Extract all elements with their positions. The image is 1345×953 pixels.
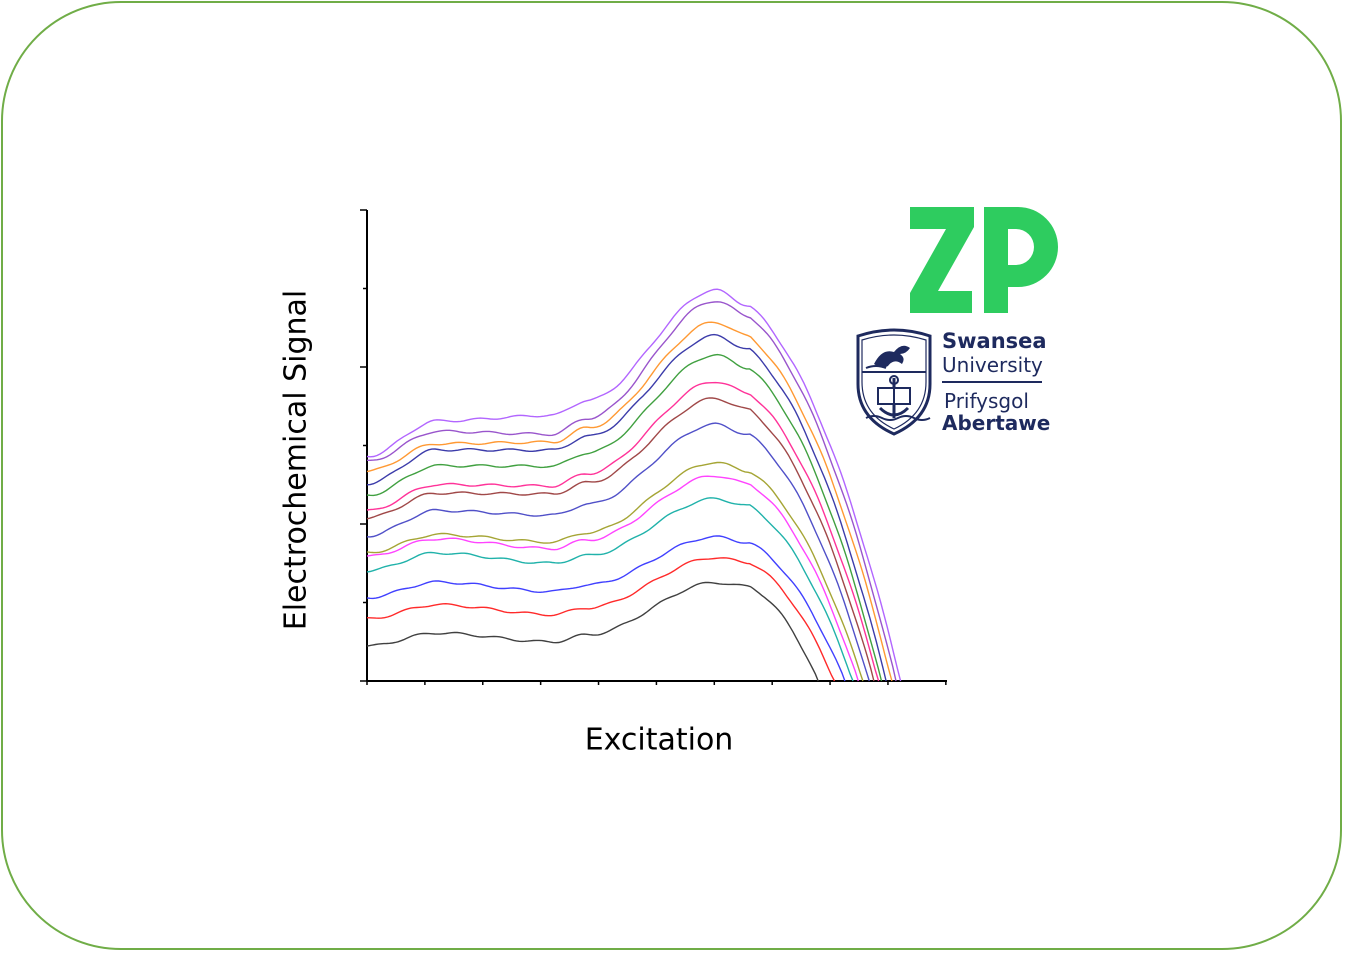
shield-icon [856, 328, 932, 436]
series-line-11 [366, 333, 887, 682]
swansea-name-en-2: University [942, 353, 1043, 377]
zp-logo: ZP [910, 207, 1058, 313]
series-line-13 [367, 301, 897, 682]
swansea-university-logo: Swansea University Prifysgol Abertawe [856, 328, 1050, 436]
x-axis-label: Excitation [584, 722, 734, 758]
zp-logo-mark [910, 207, 1058, 313]
series-line-12 [366, 321, 893, 682]
series-line-1 [366, 581, 819, 682]
series-line-2 [366, 557, 836, 682]
swansea-name-cy-1: Prifysgol [944, 389, 1029, 413]
series-line-3 [366, 535, 846, 682]
series-line-6 [366, 461, 864, 682]
series-line-10 [366, 353, 883, 682]
series-line-9 [366, 381, 880, 682]
chart-series [366, 288, 902, 682]
chart-axes [360, 209, 947, 685]
y-axis-label: Electrochemical Signal [278, 289, 314, 631]
series-line-5 [366, 475, 859, 682]
series-line-14 [366, 288, 902, 682]
swansea-name-en-1: Swansea [942, 329, 1047, 353]
swansea-name-cy-2: Abertawe [942, 411, 1050, 435]
series-line-7 [366, 422, 870, 682]
series-line-4 [366, 497, 854, 682]
series-line-8 [366, 397, 875, 682]
